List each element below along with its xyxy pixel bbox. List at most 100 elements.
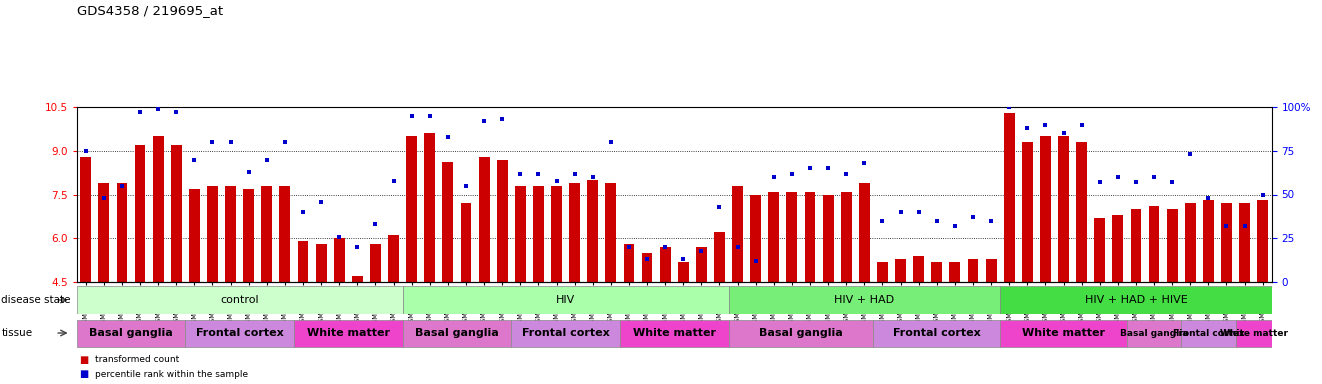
Bar [876, 262, 888, 282]
Bar [443, 162, 453, 282]
Bar [1239, 203, 1251, 282]
Bar [931, 262, 943, 282]
Point [927, 218, 948, 224]
Text: White matter: White matter [1022, 328, 1105, 338]
Bar [624, 244, 635, 282]
Bar [805, 192, 816, 282]
Point [1017, 125, 1038, 131]
Bar [1003, 113, 1015, 282]
Bar [389, 235, 399, 282]
Bar [208, 186, 218, 282]
Bar [135, 145, 145, 282]
Point [383, 177, 405, 184]
Point [311, 199, 332, 205]
Bar [841, 192, 851, 282]
Bar [874, 319, 1001, 346]
Text: HIV + HAD: HIV + HAD [834, 295, 895, 305]
Point [873, 218, 894, 224]
Bar [243, 189, 254, 282]
Bar [605, 183, 616, 282]
Point [817, 165, 838, 171]
Bar [620, 319, 728, 346]
Bar [1076, 142, 1087, 282]
Point [184, 156, 205, 162]
Bar [424, 133, 435, 282]
Bar [479, 157, 489, 282]
Bar [406, 136, 418, 282]
Point [473, 118, 494, 124]
Text: percentile rank within the sample: percentile rank within the sample [95, 370, 249, 379]
Point [292, 209, 313, 215]
Point [854, 160, 875, 166]
Bar [587, 180, 598, 282]
Bar [728, 319, 874, 346]
Bar [695, 247, 707, 282]
Bar [968, 259, 978, 282]
Text: ■: ■ [79, 369, 89, 379]
Point [1198, 195, 1219, 201]
Point [546, 177, 567, 184]
Bar [787, 192, 797, 282]
Point [365, 221, 386, 227]
Bar [551, 186, 562, 282]
Point [1108, 174, 1129, 180]
Point [1089, 179, 1110, 185]
Point [1125, 179, 1146, 185]
Point [1071, 121, 1092, 127]
Text: Basal ganglia: Basal ganglia [1120, 328, 1188, 338]
Bar [728, 286, 1001, 314]
Text: tissue: tissue [1, 328, 33, 338]
Point [275, 139, 296, 145]
Bar [895, 259, 906, 282]
Bar [1222, 203, 1232, 282]
Point [75, 148, 97, 154]
Bar [189, 189, 200, 282]
Bar [333, 238, 345, 282]
Bar [185, 319, 293, 346]
Bar [1126, 319, 1182, 346]
Bar [77, 286, 403, 314]
Point [654, 244, 676, 250]
Point [1216, 223, 1237, 229]
Bar [1149, 206, 1159, 282]
Bar [1257, 200, 1268, 282]
Bar [1185, 203, 1195, 282]
Text: White matter: White matter [307, 328, 390, 338]
Bar [1001, 319, 1126, 346]
Bar [714, 232, 724, 282]
Bar [153, 136, 164, 282]
Point [962, 214, 984, 220]
Bar [1203, 200, 1214, 282]
Bar [1022, 142, 1032, 282]
Point [510, 170, 531, 177]
Point [763, 174, 784, 180]
Point [600, 139, 621, 145]
Text: White matter: White matter [1220, 328, 1288, 338]
Bar [678, 262, 689, 282]
Text: Frontal cortex: Frontal cortex [1173, 328, 1244, 338]
Point [673, 256, 694, 262]
Bar [316, 244, 327, 282]
Point [890, 209, 911, 215]
Point [944, 223, 965, 229]
Bar [859, 183, 870, 282]
Point [219, 139, 241, 145]
Text: disease state: disease state [1, 295, 71, 305]
Text: Frontal cortex: Frontal cortex [522, 328, 609, 338]
Text: GDS4358 / 219695_at: GDS4358 / 219695_at [77, 4, 223, 17]
Bar [116, 183, 127, 282]
Point [636, 256, 657, 262]
Bar [297, 241, 308, 282]
Bar [1058, 136, 1069, 282]
Bar [570, 183, 580, 282]
Bar [460, 203, 472, 282]
Text: Basal ganglia: Basal ganglia [89, 328, 173, 338]
Bar [262, 186, 272, 282]
Bar [98, 183, 110, 282]
Bar [1095, 218, 1105, 282]
Bar [914, 256, 924, 282]
Point [1162, 179, 1183, 185]
Bar [751, 195, 761, 282]
Point [111, 183, 132, 189]
Point [781, 170, 802, 177]
